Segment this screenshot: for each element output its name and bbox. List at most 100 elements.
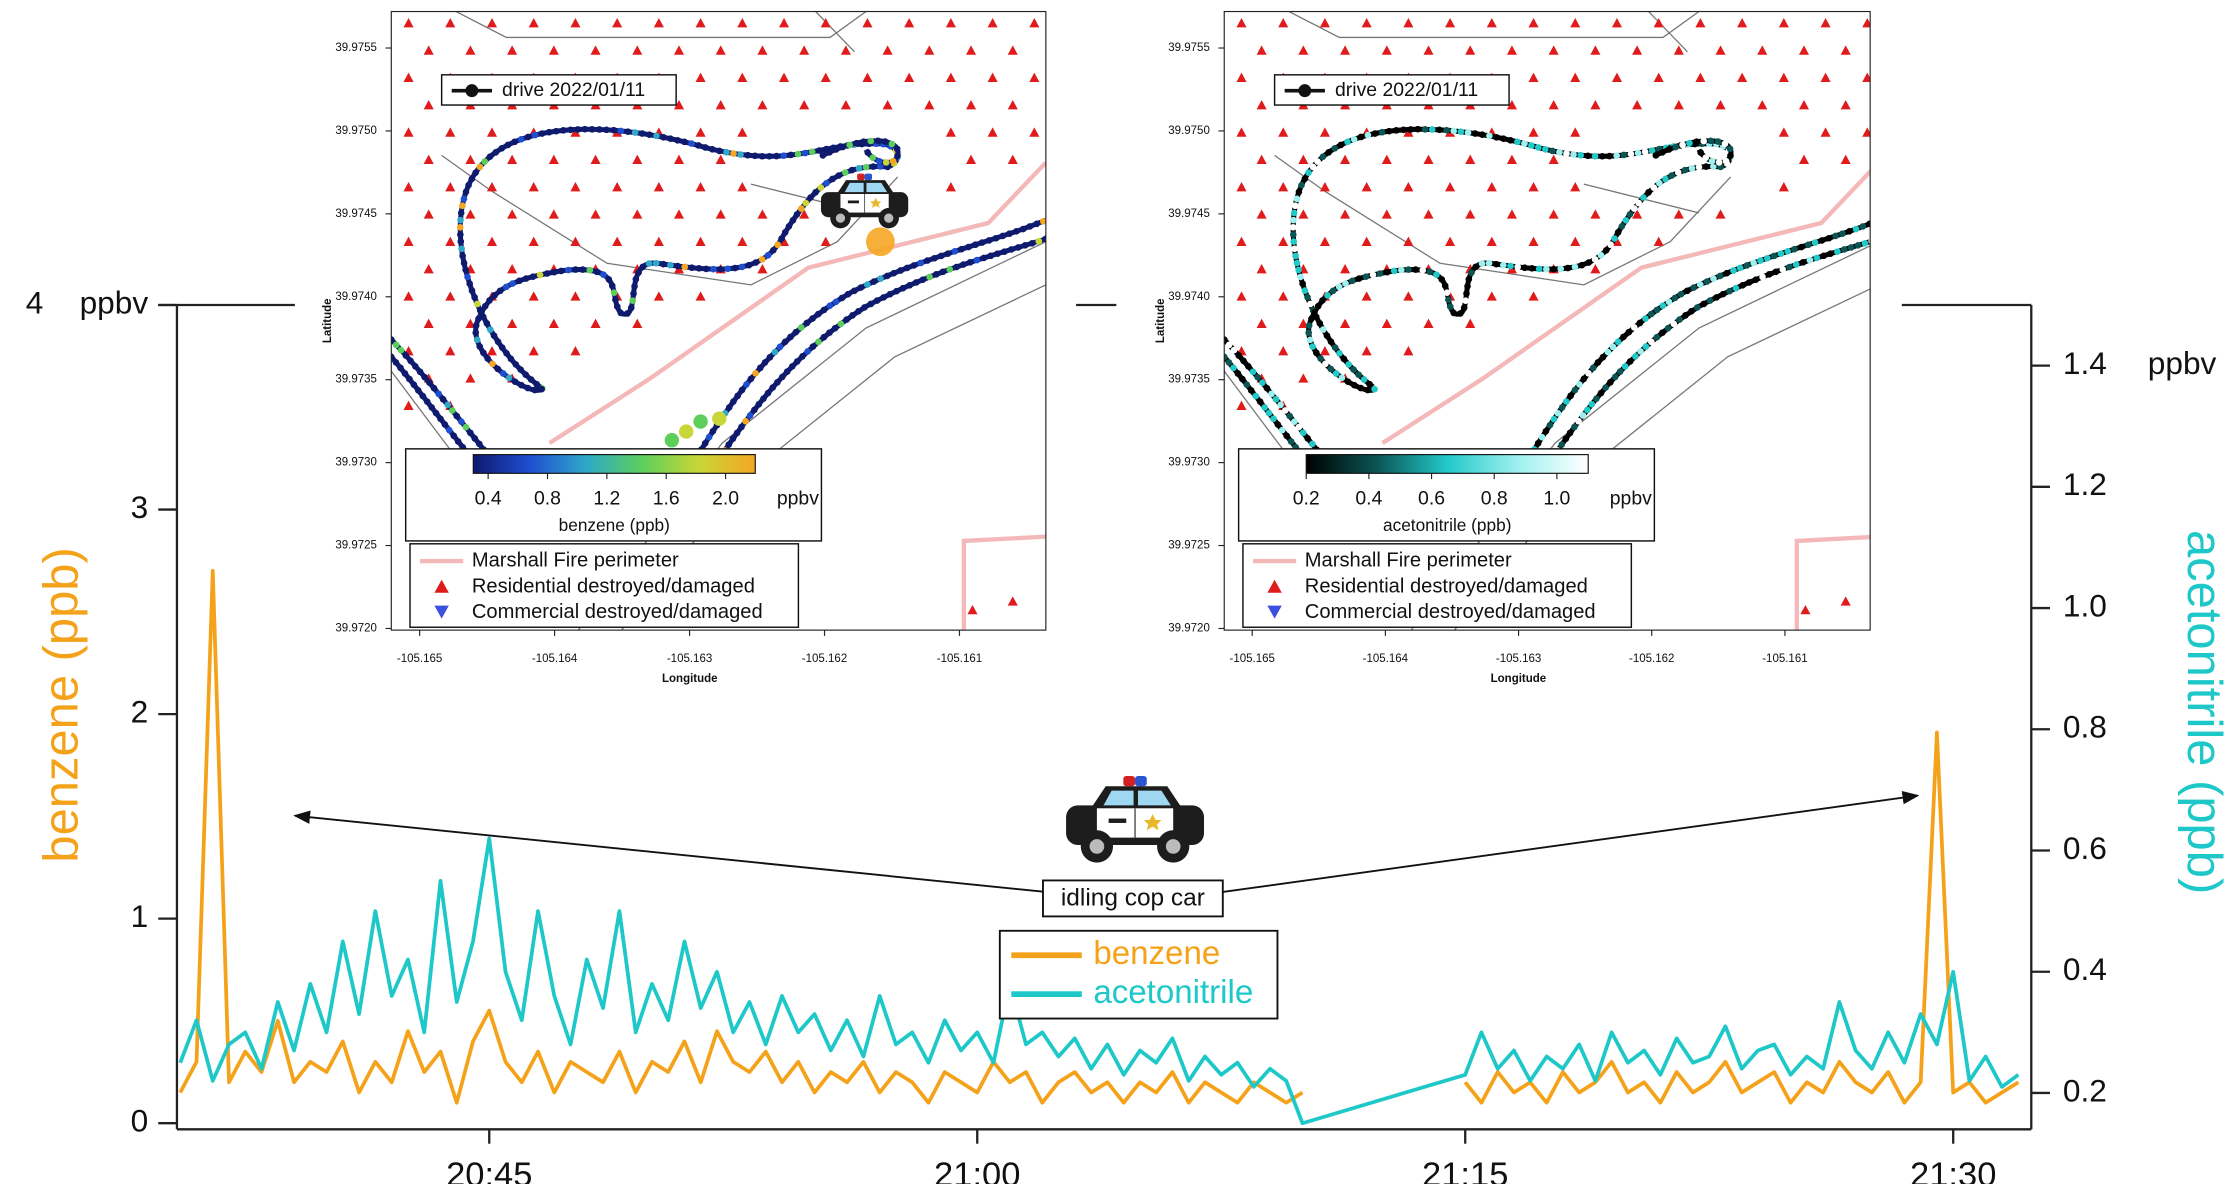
track-point	[965, 244, 972, 251]
track-point	[1507, 263, 1514, 270]
track-point	[938, 253, 945, 260]
track-point	[421, 374, 428, 381]
track-point	[1773, 268, 1780, 275]
track-point	[494, 366, 501, 373]
track-point	[1635, 150, 1642, 157]
track-point	[1727, 145, 1734, 152]
track-point	[1358, 134, 1365, 141]
track-point	[1710, 275, 1717, 282]
track-point	[974, 257, 981, 264]
map-x-tick-label: -105.164	[1363, 653, 1409, 665]
track-point	[1304, 435, 1311, 442]
track-point	[473, 322, 480, 329]
track-point	[882, 138, 889, 145]
track-point	[1620, 334, 1627, 341]
track-point	[1331, 145, 1338, 152]
track-point	[1807, 257, 1814, 264]
track-point	[812, 189, 819, 196]
track-point	[717, 266, 724, 273]
track-point	[1848, 244, 1855, 251]
track-point	[1361, 376, 1368, 383]
figure: 01234ppbv0.20.40.60.81.01.21.4ppbv20:452…	[0, 0, 2237, 1184]
track-point	[1535, 144, 1542, 151]
track-point	[433, 410, 440, 417]
track-point	[617, 128, 624, 135]
track-point	[838, 321, 845, 328]
track-point	[503, 284, 510, 291]
track-point	[815, 311, 822, 318]
track-point	[890, 270, 897, 277]
track-point	[1567, 392, 1574, 399]
y2-tick-label: 0.6	[2063, 830, 2107, 866]
track-point	[746, 262, 753, 269]
track-point	[1500, 135, 1507, 142]
track-point	[823, 180, 830, 187]
track-point	[802, 150, 809, 157]
track-point	[1330, 287, 1337, 294]
track-point	[853, 140, 860, 147]
track-point	[1248, 387, 1255, 394]
track-point	[482, 303, 489, 310]
track-point	[1427, 268, 1434, 275]
track-point	[459, 253, 466, 260]
track-point	[453, 413, 460, 420]
map-x-tick-label: -105.162	[802, 653, 847, 665]
track-point	[1450, 128, 1457, 135]
track-point	[869, 154, 876, 161]
track-point	[1294, 260, 1301, 267]
track-point	[1700, 301, 1707, 308]
track-point	[1570, 151, 1577, 158]
map-y-label: Latitude	[322, 298, 334, 343]
track-point	[706, 434, 713, 441]
track-point	[890, 158, 897, 165]
track-point	[1571, 424, 1578, 431]
track-point	[1328, 338, 1335, 345]
track-point	[1668, 172, 1675, 179]
track-point	[533, 381, 540, 388]
track-point	[1599, 153, 1606, 160]
track-point	[849, 167, 856, 174]
track-point	[594, 268, 601, 275]
track-point	[1291, 418, 1298, 425]
track-point	[1015, 244, 1022, 251]
track-point	[1443, 127, 1450, 134]
track-point	[1727, 152, 1734, 159]
track-point	[1689, 165, 1696, 172]
track-point	[1444, 289, 1451, 296]
track-point	[1592, 256, 1599, 263]
track-point	[815, 339, 822, 346]
track-point	[726, 404, 733, 411]
track-point	[835, 172, 842, 179]
track-point	[1549, 148, 1556, 155]
track-point	[924, 257, 931, 264]
track-point	[589, 126, 596, 133]
track-point	[653, 260, 660, 267]
track-point	[1261, 404, 1268, 411]
track-point	[1351, 136, 1358, 143]
track-point	[1226, 359, 1233, 366]
track-point	[660, 261, 667, 268]
track-point	[1628, 151, 1635, 158]
track-point	[1407, 126, 1414, 133]
track-point	[827, 302, 834, 309]
track-point	[1737, 265, 1744, 272]
track-point	[794, 211, 801, 218]
track-point	[457, 224, 464, 231]
track-point	[1551, 416, 1558, 423]
track-point	[463, 424, 470, 431]
track-point	[1598, 390, 1605, 397]
track-point	[748, 375, 755, 382]
map-legend-label: Marshall Fire perimeter	[472, 549, 679, 571]
track-point	[582, 126, 589, 133]
colorbar	[1306, 455, 1588, 474]
track-point	[1623, 217, 1630, 224]
track-point	[1610, 344, 1617, 351]
track-point	[1463, 290, 1470, 297]
track-point	[1320, 153, 1327, 160]
track-point	[798, 324, 805, 331]
track-point	[1800, 259, 1807, 266]
legend: benzeneacetonitrile	[1000, 931, 1278, 1019]
track-point	[809, 315, 816, 322]
annotation-text: idling cop car	[1061, 885, 1205, 912]
track-point	[1686, 140, 1693, 147]
